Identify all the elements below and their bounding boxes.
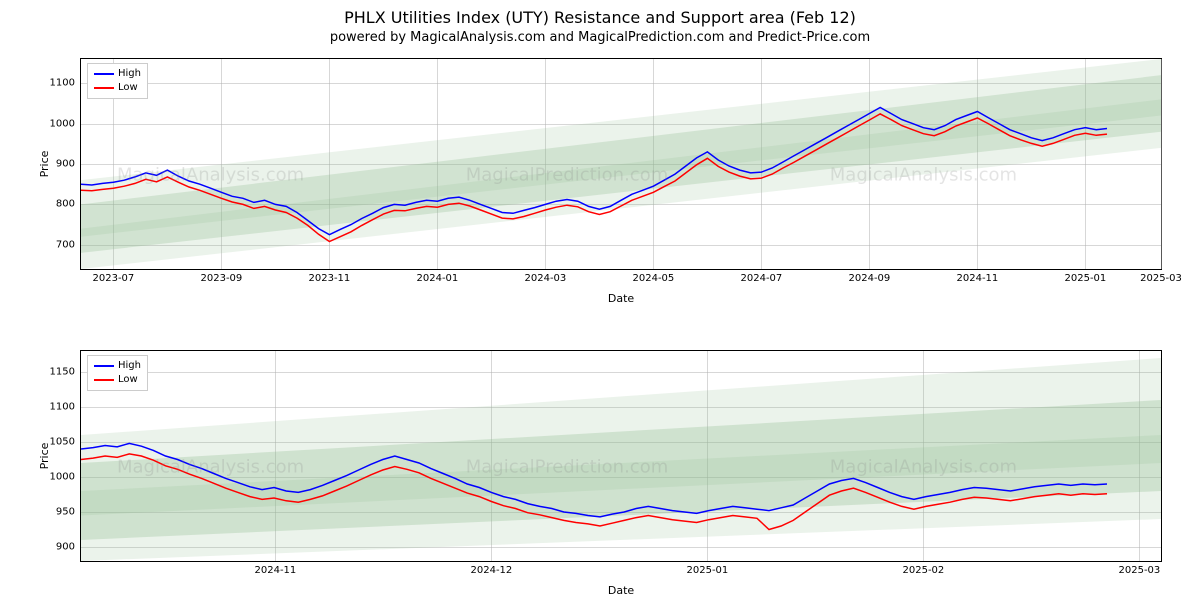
y-tick-label: 1050 [50,437,75,448]
legend: High Low [87,355,148,391]
bottom-chart-panel: Price Date High Low 90095010001050110011… [80,350,1162,562]
y-tick-label: 950 [56,507,75,518]
grid-line [1161,59,1162,269]
y-tick-label: 1000 [50,118,75,129]
legend-swatch-icon [94,365,114,367]
x-tick-label: 2024-09 [848,273,890,284]
legend-swatch-icon [94,87,114,89]
y-tick-label: 1100 [50,402,75,413]
y-tick-label: 1100 [50,78,75,89]
x-tick-label: 2025-01 [1064,273,1106,284]
top-chart-panel: Price Date High Low 70080090010001100202… [80,58,1162,270]
x-tick-label: 2023-09 [200,273,242,284]
y-tick-label: 900 [56,542,75,553]
x-tick-label: 2025-03 [1118,565,1160,576]
legend-item-high: High [94,359,141,373]
figure: PHLX Utilities Index (UTY) Resistance an… [0,0,1200,600]
y-tick-label: 1150 [50,367,75,378]
y-tick-label: 700 [56,239,75,250]
legend-label: Low [118,81,138,95]
y-tick-label: 900 [56,159,75,170]
x-axis-label: Date [608,292,634,305]
legend-label: Low [118,373,138,387]
legend: High Low [87,63,148,99]
legend-swatch-icon [94,73,114,75]
legend-item-low: Low [94,373,141,387]
x-tick-label: 2024-11 [254,565,296,576]
legend-item-high: High [94,67,141,81]
x-tick-label: 2024-12 [470,565,512,576]
y-tick-label: 800 [56,199,75,210]
y-tick-label: 1000 [50,472,75,483]
x-tick-label: 2023-07 [92,273,134,284]
x-tick-label: 2025-01 [686,565,728,576]
chart-title: PHLX Utilities Index (UTY) Resistance an… [0,8,1200,27]
price-lines-plot [81,59,1161,269]
x-tick-label: 2024-07 [740,273,782,284]
x-tick-label: 2024-11 [956,273,998,284]
x-tick-label: 2025-02 [902,565,944,576]
x-tick-label: 2024-03 [524,273,566,284]
price-lines-plot [81,351,1161,561]
x-tick-label: 2023-11 [308,273,350,284]
x-tick-label: 2024-05 [632,273,674,284]
x-tick-label: 2025-03 [1140,273,1182,284]
legend-label: High [118,67,141,81]
x-tick-label: 2024-01 [416,273,458,284]
legend-swatch-icon [94,379,114,381]
legend-item-low: Low [94,81,141,95]
chart-subtitle: powered by MagicalAnalysis.com and Magic… [0,30,1200,45]
legend-label: High [118,359,141,373]
y-axis-label: Price [38,151,51,178]
x-axis-label: Date [608,584,634,597]
